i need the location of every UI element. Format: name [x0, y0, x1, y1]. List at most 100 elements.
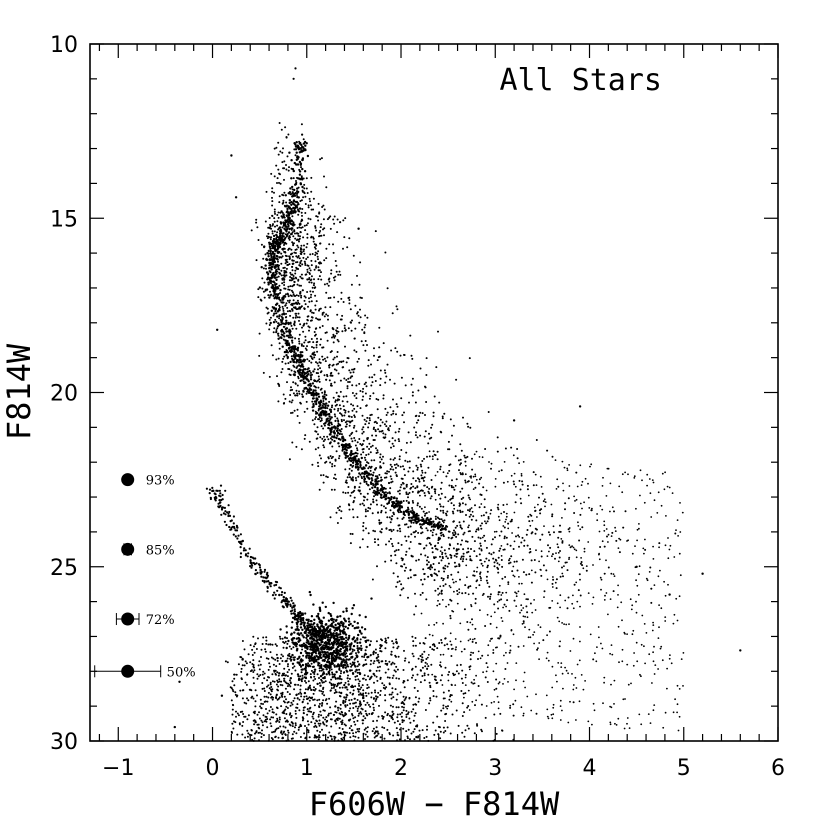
star-point	[313, 282, 316, 285]
star-point	[527, 515, 530, 518]
star-point	[391, 503, 394, 506]
star-point	[448, 484, 451, 487]
star-point	[552, 578, 555, 581]
star-point	[432, 450, 435, 453]
star-point	[340, 428, 343, 430]
star-point	[551, 555, 553, 558]
star-point	[301, 226, 304, 229]
star-point	[474, 627, 477, 630]
star-point	[503, 511, 505, 513]
star-point	[270, 243, 273, 246]
star-point	[392, 398, 394, 401]
star-point	[285, 242, 288, 245]
star-point	[441, 551, 444, 554]
star-point	[330, 371, 333, 374]
star-point	[269, 321, 272, 325]
star-point	[467, 628, 470, 631]
star-point	[460, 498, 463, 500]
star-point	[668, 548, 671, 551]
star-point	[333, 368, 336, 371]
star-point	[547, 659, 550, 662]
star-point	[323, 283, 326, 286]
star-point	[294, 346, 296, 349]
star-point	[467, 689, 470, 692]
star-point	[661, 659, 664, 662]
star-point	[317, 368, 319, 371]
star-point	[487, 411, 490, 413]
star-point	[385, 420, 388, 423]
star-point	[373, 538, 376, 541]
star-point	[275, 330, 278, 333]
star-point	[567, 528, 570, 531]
star-point	[626, 722, 628, 725]
star-point	[475, 528, 478, 531]
star-point	[658, 546, 660, 549]
star-point	[286, 310, 289, 313]
star-point	[330, 421, 333, 424]
star-point	[404, 459, 407, 462]
star-point	[454, 526, 457, 529]
star-point	[441, 520, 444, 522]
star-point	[592, 564, 594, 566]
star-point	[333, 408, 336, 411]
star-point	[255, 221, 258, 224]
star-point	[308, 329, 310, 332]
star-point	[571, 602, 574, 605]
star-point	[283, 591, 286, 595]
star-point	[299, 250, 302, 253]
star-point	[275, 146, 278, 149]
star-point	[253, 563, 256, 566]
star-point	[635, 579, 637, 582]
star-point	[295, 266, 298, 269]
star-point	[298, 240, 300, 243]
star-point	[513, 472, 516, 475]
star-point	[512, 633, 515, 636]
star-point	[415, 559, 418, 562]
star-point	[321, 313, 324, 316]
star-point	[312, 370, 315, 373]
star-point	[490, 615, 493, 618]
star-point	[393, 457, 396, 460]
star-point	[358, 614, 361, 617]
star-point	[361, 472, 364, 475]
star-point	[320, 401, 323, 404]
star-point	[537, 647, 539, 650]
star-point	[289, 276, 292, 278]
star-point	[218, 489, 221, 492]
star-point	[300, 211, 303, 214]
star-point	[404, 535, 407, 538]
star-point	[475, 555, 478, 558]
star-point	[363, 499, 365, 502]
star-point	[342, 437, 345, 440]
star-point	[603, 572, 606, 575]
star-point	[649, 492, 652, 495]
star-point	[362, 430, 365, 433]
star-point	[426, 455, 428, 458]
star-point	[538, 560, 540, 563]
star-point	[296, 227, 299, 229]
star-point	[486, 570, 489, 573]
star-point	[291, 346, 294, 349]
star-point	[519, 488, 522, 491]
star-point	[490, 701, 493, 704]
star-point	[296, 232, 299, 235]
star-point	[306, 222, 309, 225]
star-point	[436, 458, 439, 461]
star-point	[301, 208, 304, 210]
star-point	[435, 366, 438, 369]
star-point	[342, 395, 345, 398]
star-point	[323, 390, 326, 393]
star-point	[327, 426, 330, 430]
star-point	[273, 147, 276, 150]
star-point	[447, 562, 450, 565]
star-point	[297, 375, 300, 378]
star-point	[561, 566, 563, 569]
star-point	[461, 560, 464, 563]
star-point	[318, 380, 321, 383]
star-point	[512, 548, 515, 550]
star-point	[352, 490, 355, 493]
star-point	[364, 471, 367, 474]
star-point	[310, 235, 313, 238]
star-point	[263, 580, 266, 583]
star-point	[408, 460, 411, 463]
